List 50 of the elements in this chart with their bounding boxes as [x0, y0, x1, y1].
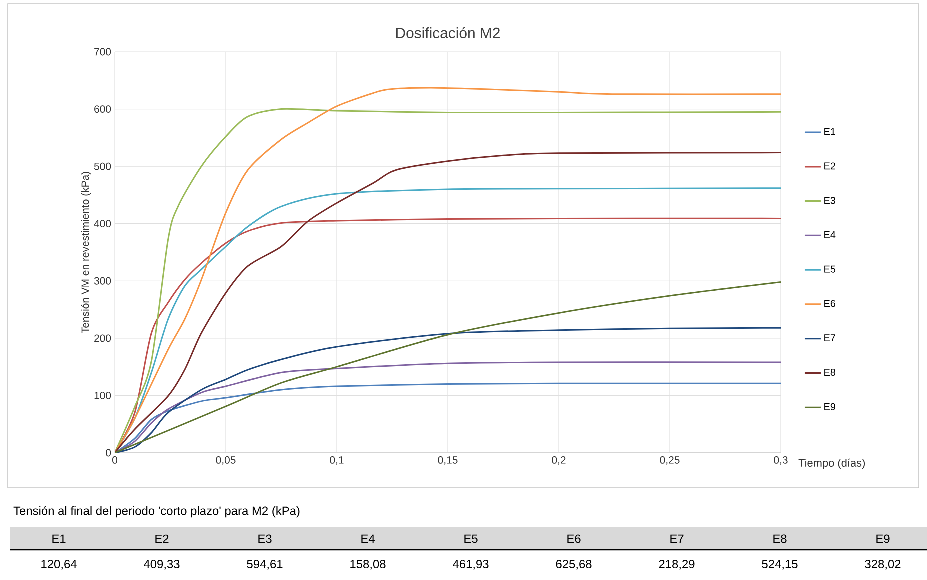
text: E1: [52, 534, 66, 544]
text: E4: [362, 534, 375, 544]
y-tick-label: 400: [94, 220, 112, 228]
legend-label: E6: [824, 300, 836, 308]
line-series: [115, 327, 782, 453]
text: E6: [568, 534, 581, 544]
text: E9: [876, 534, 890, 544]
y-tick-label: 100: [94, 392, 112, 400]
y-tick-label: 200: [94, 334, 112, 342]
y-tick-label: 500: [94, 162, 112, 170]
x-axis-title: Tiempo (días): [798, 458, 866, 470]
text: E3: [258, 534, 272, 544]
text: 158,08: [350, 560, 386, 570]
text: 461,93: [453, 560, 489, 570]
line-series: [115, 362, 782, 453]
legend-label: E3: [824, 197, 836, 204]
x-tick-label: 0,15: [438, 456, 458, 466]
legend-label: E9: [824, 403, 836, 410]
x-tick-label: 0: [112, 456, 118, 464]
text: 409,33: [144, 560, 180, 570]
text: E2: [156, 534, 169, 544]
text: E7: [670, 534, 684, 544]
text: 524,15: [762, 560, 798, 570]
y-tick-label: 600: [94, 106, 112, 113]
text: 328,02: [865, 560, 901, 570]
x-tick-label: 0,2: [552, 456, 566, 466]
y-tick-label: 0: [106, 449, 112, 457]
text: 120,64: [42, 560, 77, 570]
legend-label: E1: [824, 128, 836, 136]
text: 218,29: [659, 560, 695, 570]
text: Tensión al final del periodo 'corto plazo' para M2 (kPa): [14, 506, 300, 518]
text: 594,61: [247, 560, 283, 570]
line-series: [115, 382, 782, 453]
x-tick-label: 0,05: [216, 456, 236, 466]
legend-label: E5: [824, 266, 836, 273]
legend-label: E2: [824, 162, 836, 170]
chart-title: Dosificación M2: [396, 27, 500, 38]
text: E5: [464, 534, 478, 544]
x-tick-label: 0,25: [660, 456, 680, 466]
y-axis-title: Tensión VM en revestimiento (kPa): [81, 172, 92, 334]
x-tick-label: 0,3: [774, 456, 788, 466]
x-tick-label: 0,1: [330, 456, 344, 466]
legend-label: E8: [824, 368, 836, 376]
y-tick-label: 700: [94, 48, 112, 56]
text: E8: [774, 534, 787, 544]
legend-label: E4: [824, 232, 836, 238]
legend-label: E7: [824, 334, 836, 342]
text: 625,68: [556, 560, 592, 570]
line-series: [115, 282, 782, 453]
y-tick-label: 300: [94, 277, 112, 285]
